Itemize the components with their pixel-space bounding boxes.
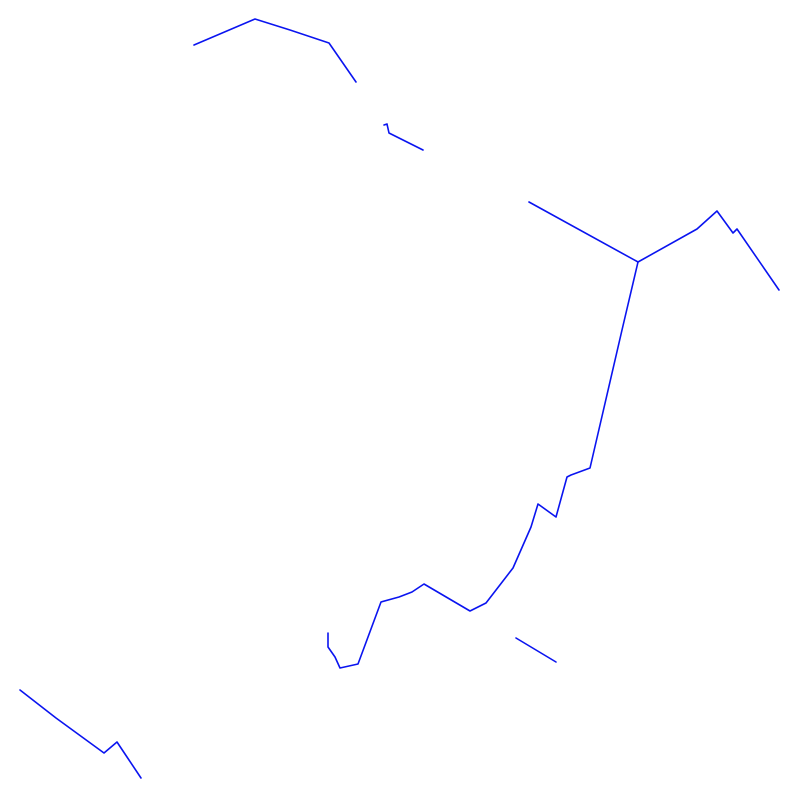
line-segment-bottom-left [19, 689, 142, 779]
line-segment-lower-middle [515, 637, 557, 663]
line-segment-main-east [528, 201, 780, 291]
line-segment-main-south [327, 261, 639, 669]
line-segment-top-left [193, 18, 357, 83]
line-segment-upper-middle [383, 123, 424, 151]
